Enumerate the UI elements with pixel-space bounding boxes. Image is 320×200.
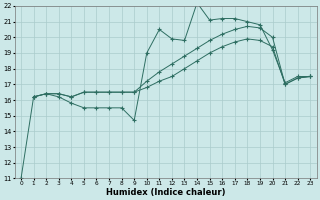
X-axis label: Humidex (Indice chaleur): Humidex (Indice chaleur) <box>106 188 225 197</box>
